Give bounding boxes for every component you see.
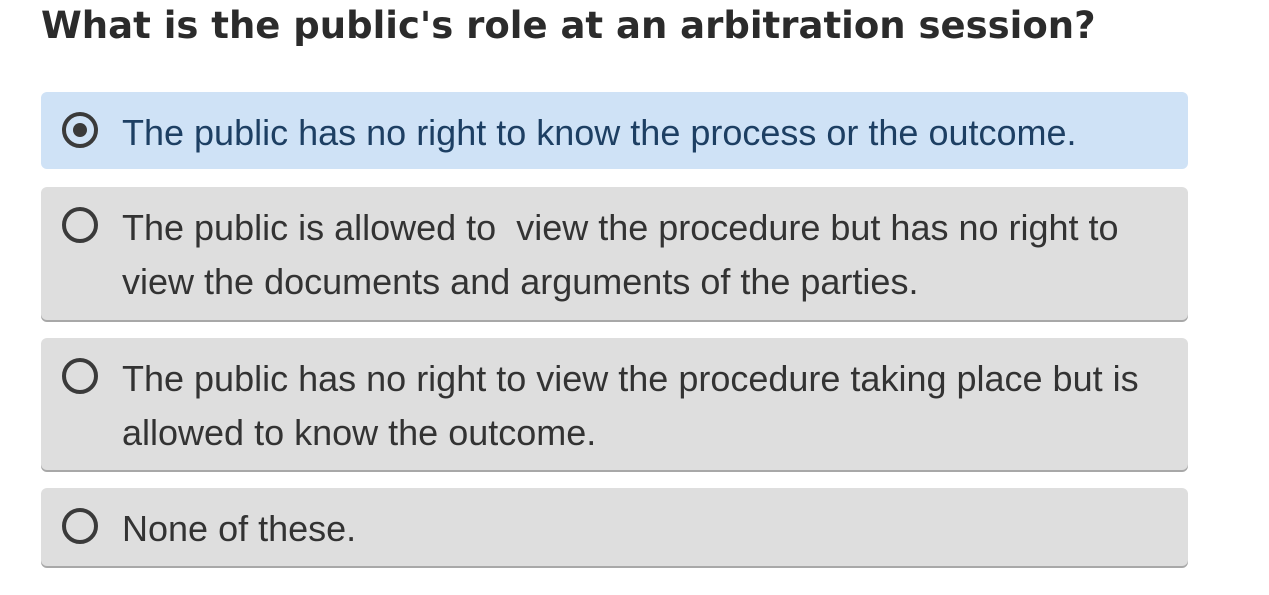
answer-option-label: None of these. [122, 508, 357, 549]
question-title: What is the public's role at an arbitrat… [41, 4, 1096, 47]
radio-unselected-icon[interactable] [62, 207, 98, 243]
radio-selected-icon[interactable] [62, 112, 98, 148]
answer-option-label: The public is allowed to view the proced… [122, 207, 1129, 302]
answer-options: The public has no right to know the proc… [41, 92, 1188, 566]
radio-unselected-icon[interactable] [62, 508, 98, 544]
radio-unselected-icon[interactable] [62, 358, 98, 394]
answer-option-3[interactable]: The public has no right to view the proc… [41, 338, 1188, 470]
answer-option-2[interactable]: The public is allowed to view the proced… [41, 187, 1188, 320]
answer-option-label: The public has no right to know the proc… [122, 112, 1077, 153]
answer-option-4[interactable]: None of these. [41, 488, 1188, 566]
answer-option-label: The public has no right to view the proc… [122, 358, 1139, 453]
answer-option-1[interactable]: The public has no right to know the proc… [41, 92, 1188, 169]
